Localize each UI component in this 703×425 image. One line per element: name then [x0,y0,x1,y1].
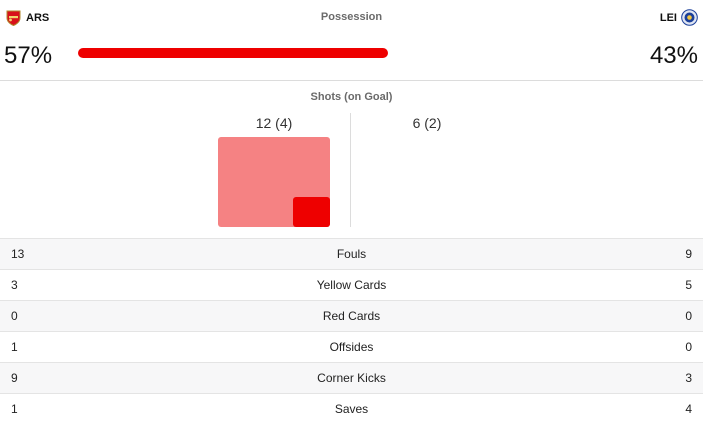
home-stat-value: 13 [11,247,25,261]
away-possession-value: 43% [649,42,698,69]
stat-label: Saves [334,402,369,416]
home-shots-on-goal-box [293,197,330,227]
shots-divider [350,113,351,227]
home-stat-value: 3 [11,278,18,292]
stat-row-yellow-cards: 3 Yellow Cards 5 [0,269,703,300]
home-shots-total-box [218,137,330,227]
stat-row-red-cards: 0 Red Cards 0 [0,300,703,331]
home-stat-value: 1 [11,402,18,416]
stat-label: Yellow Cards [316,278,387,292]
away-stat-value: 9 [685,247,692,261]
stat-label: Red Cards [322,309,381,323]
home-team-abbr: ARS [26,11,50,24]
stat-row-saves: 1 Saves 4 [0,393,703,424]
stats-table: 13 Fouls 9 3 Yellow Cards 5 0 Red Cards … [0,238,703,424]
possession-bar [78,48,388,58]
stat-row-fouls: 13 Fouls 9 [0,238,703,269]
stat-row-offsides: 1 Offsides 0 [0,331,703,362]
away-stat-value: 0 [685,340,692,354]
stat-label: Fouls [336,247,367,261]
away-team-abbr: LEI [659,11,677,24]
shots-section: Shots (on Goal) 12 (4) 6 (2) [0,82,703,237]
home-shots-value: 12 (4) [255,115,293,131]
stat-label: Offsides [329,340,374,354]
leicester-crest-icon [681,9,698,26]
home-stat-value: 1 [11,340,18,354]
arsenal-crest-icon [6,10,21,26]
home-team: ARS [5,9,49,26]
home-stat-value: 9 [11,371,18,385]
away-shots-value: 6 (2) [412,115,442,131]
away-stat-value: 3 [685,371,692,385]
stat-label: Corner Kicks [317,371,386,385]
possession-title: Possession [320,11,383,23]
possession-section: ARS Possession LEI 57% 43% [0,0,703,81]
shots-title: Shots (on Goal) [310,91,393,103]
away-stat-value: 0 [685,309,692,323]
stat-row-corner-kicks: 9 Corner Kicks 3 [0,362,703,393]
away-stat-value: 5 [685,278,692,292]
home-possession-value: 57% [4,42,53,69]
away-stat-value: 4 [685,402,692,416]
home-stat-value: 0 [11,309,18,323]
away-team: LEI [660,9,698,26]
